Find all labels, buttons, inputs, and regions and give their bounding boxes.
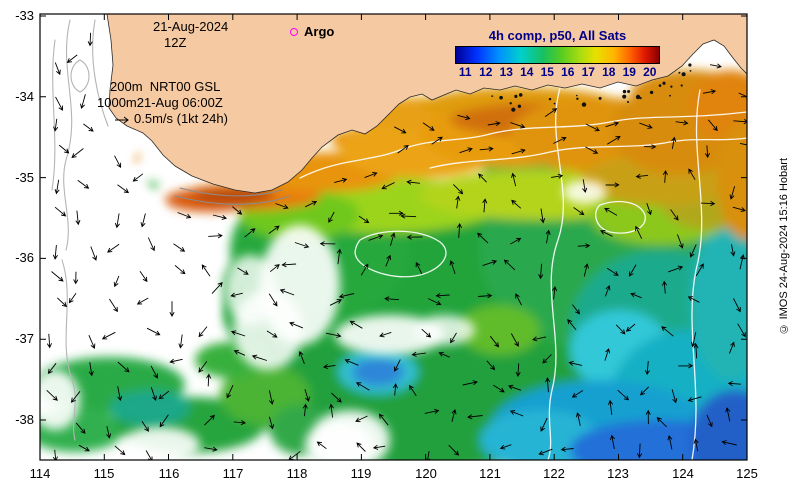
colorbar-tick: 17 <box>581 65 595 79</box>
model-date-label: 1000m21-Aug 06:00Z <box>97 95 223 110</box>
colorbar-title: 4h comp, p50, All Sats <box>488 28 627 43</box>
y-tick-label: -34 <box>15 89 34 104</box>
x-tick-label: 123 <box>607 466 629 481</box>
plot-border <box>39 13 748 461</box>
colorbar: 4h comp, p50, All Sats 11 12 13 14 15 16… <box>455 28 660 79</box>
argo-marker-icon <box>290 27 298 36</box>
x-tick-label: 118 <box>286 466 308 481</box>
y-tick-label: -38 <box>15 412 34 427</box>
y-tick-label: -35 <box>15 170 34 185</box>
contour-lines <box>51 19 747 460</box>
vector-scale-label: 0.5m/s (1kt 24h) <box>134 111 228 126</box>
argo-label: Argo <box>304 24 335 39</box>
colorbar-tick: 18 <box>602 65 616 79</box>
x-tick-label: 124 <box>672 466 694 481</box>
argo-legend: Argo <box>290 24 334 39</box>
y-tick-label: -37 <box>15 331 34 346</box>
colorbar-tick: 16 <box>561 65 575 79</box>
credit-text: © IMOS 24-Aug-2024 15:16 Hobart <box>778 157 790 335</box>
date-label: 21-Aug-2024 <box>153 19 229 34</box>
x-tick-label: 122 <box>543 466 565 481</box>
current-vectors <box>46 32 747 460</box>
x-tick-label: 125 <box>736 466 758 481</box>
x-tick-label: 115 <box>93 466 115 481</box>
x-tick-label: 120 <box>415 466 437 481</box>
model-depth-label: 200m NRT00 GSL <box>110 79 221 94</box>
colorbar-tick: 20 <box>643 65 657 79</box>
colorbar-tick: 14 <box>520 65 534 79</box>
colorbar-tick: 19 <box>622 65 636 79</box>
time-label: 12Z <box>164 35 187 50</box>
y-tick-label: -36 <box>15 250 34 265</box>
vector-scale-arrow-icon <box>115 116 129 124</box>
colorbar-tick: 15 <box>540 65 554 79</box>
x-tick-label: 121 <box>479 466 501 481</box>
x-tick-label: 116 <box>158 466 180 481</box>
x-tick-label: 117 <box>222 466 244 481</box>
islands <box>491 63 692 112</box>
cloud-gaps <box>40 35 607 460</box>
x-tick-label: 119 <box>350 466 372 481</box>
x-tick-label: 114 <box>29 466 51 481</box>
colorbar-gradient <box>455 46 660 64</box>
y-tick-label: -33 <box>15 8 34 23</box>
colorbar-tick: 13 <box>499 65 513 79</box>
colorbar-tick: 11 <box>458 65 472 79</box>
colorbar-tick: 12 <box>479 65 493 79</box>
colorbar-tick-labels: 11 12 13 14 15 16 17 18 19 20 <box>455 65 660 79</box>
credit-text-container: © IMOS 24-Aug-2024 15:16 Hobart <box>778 0 790 492</box>
